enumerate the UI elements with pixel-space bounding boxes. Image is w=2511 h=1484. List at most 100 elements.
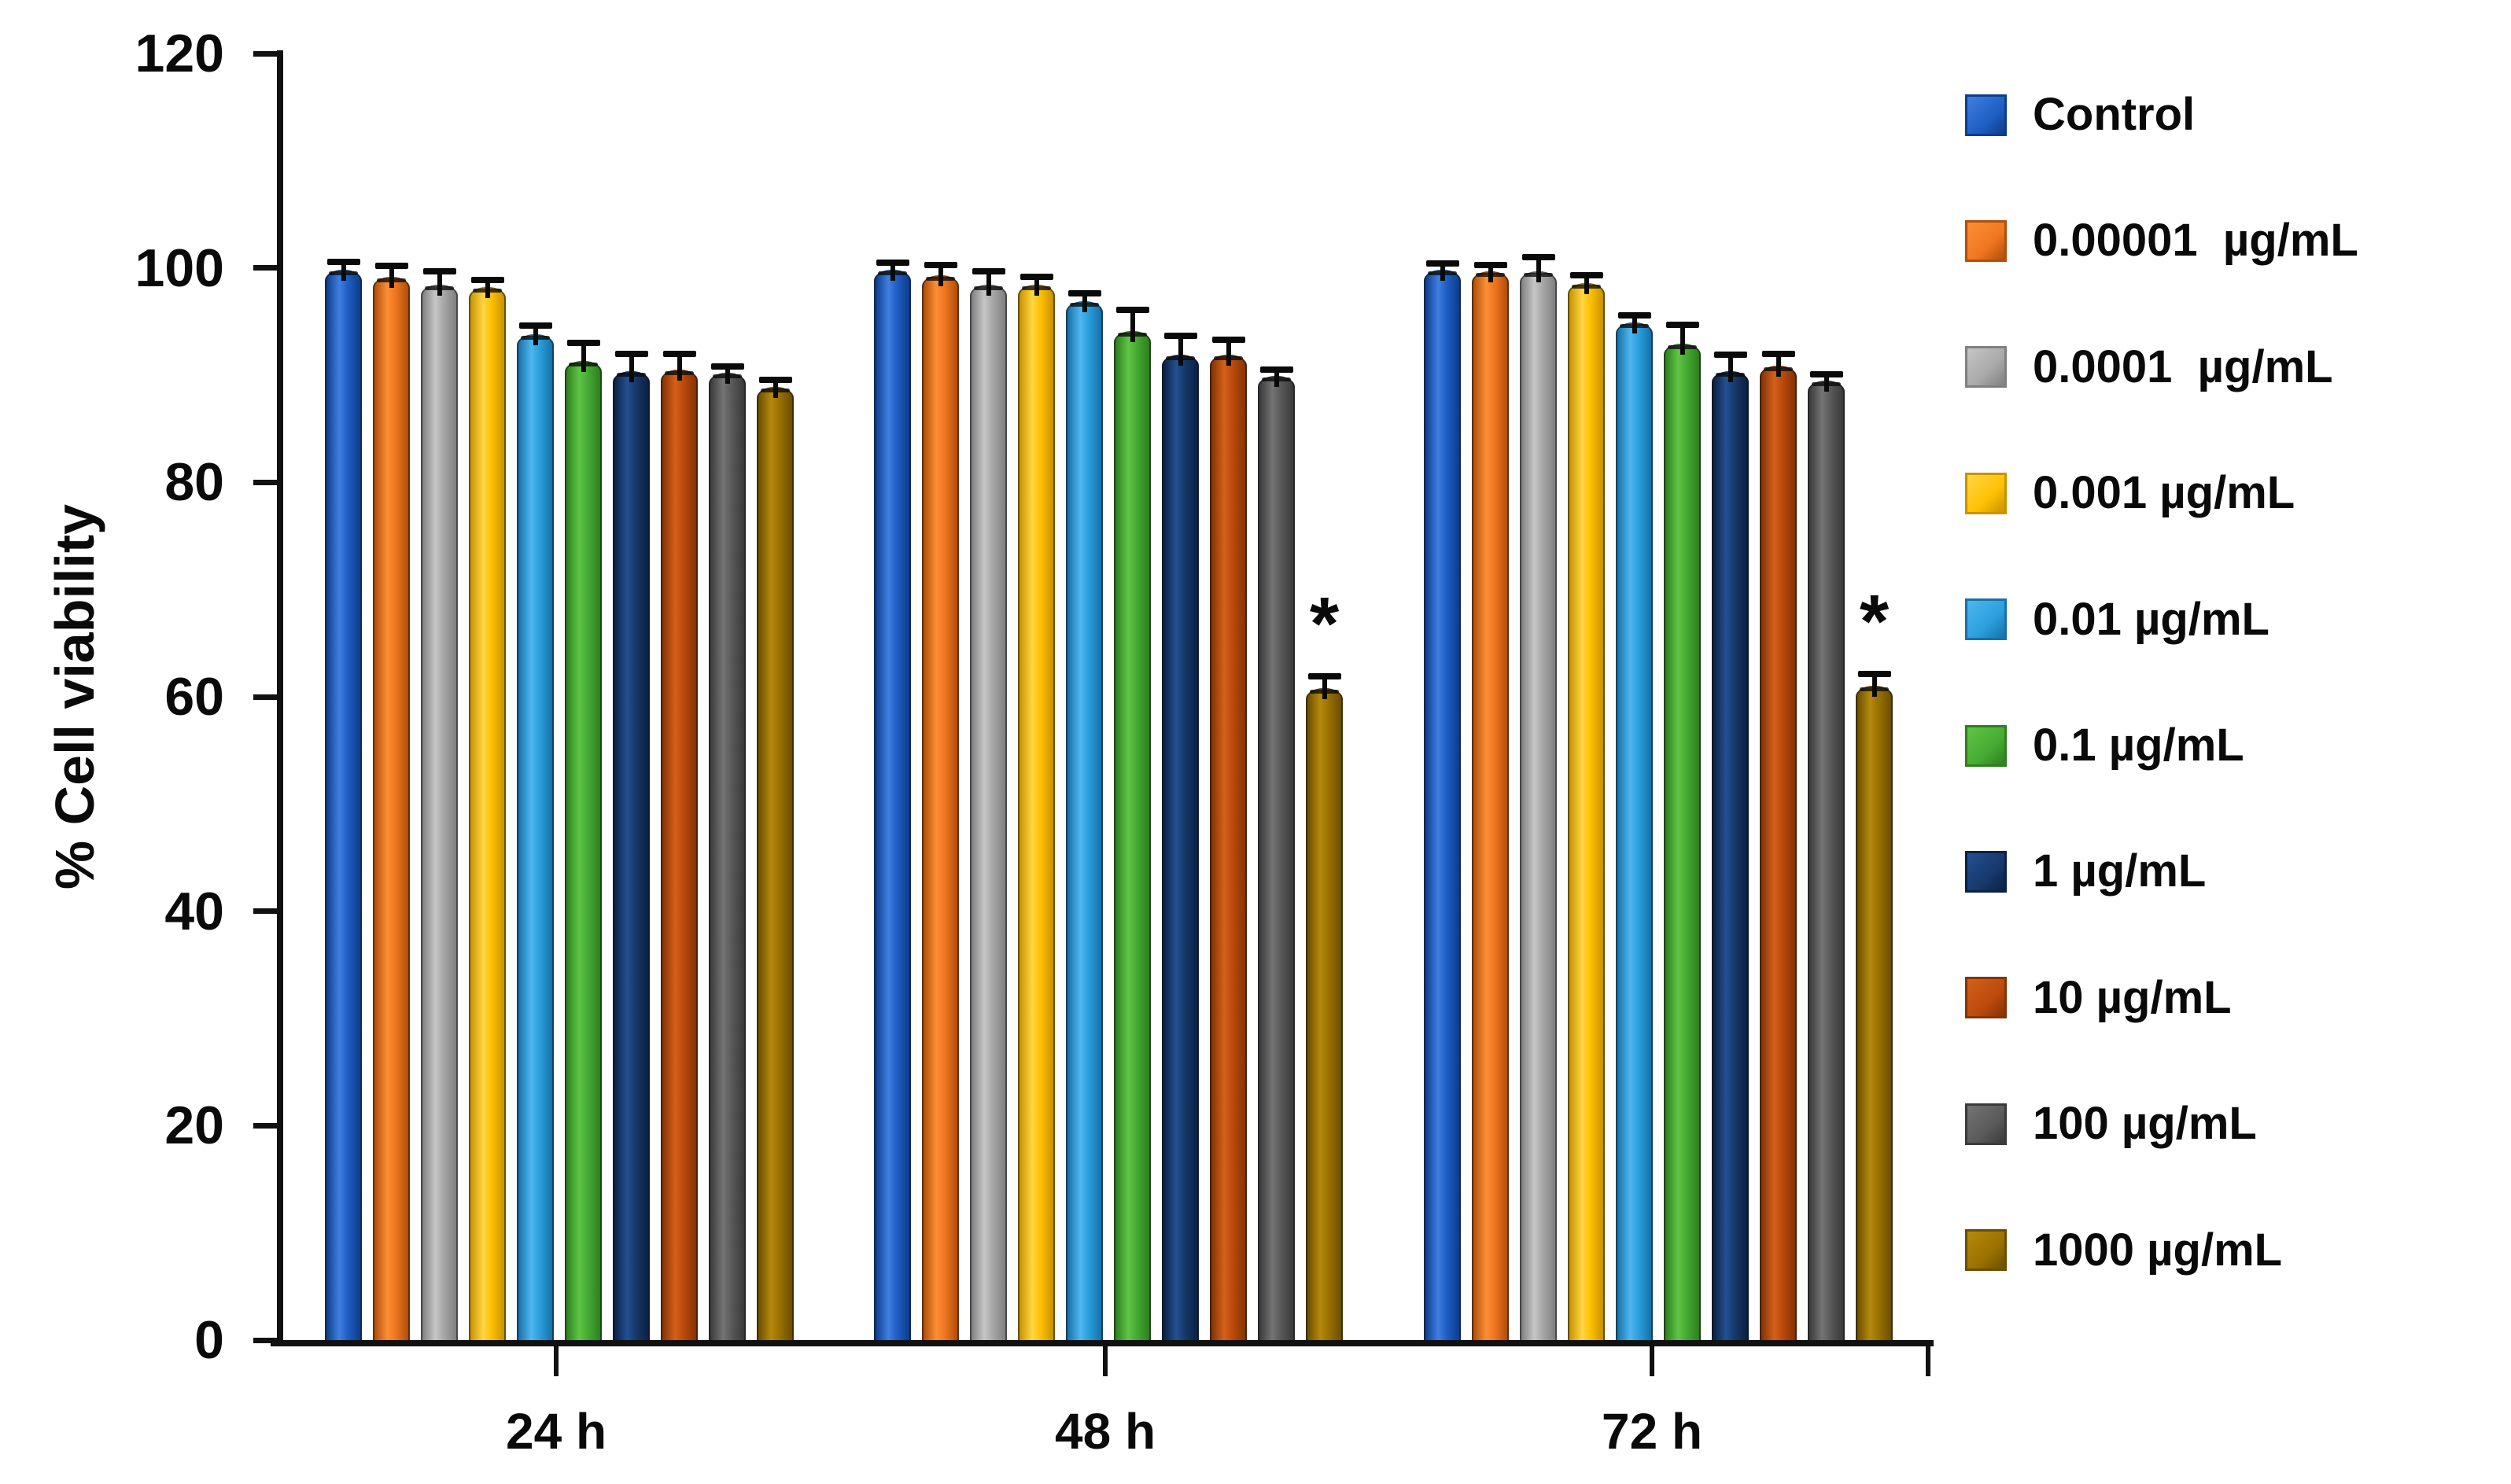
error-bar-stem <box>1536 260 1541 282</box>
legend-label: 0.00001 µg/mL <box>2033 215 2358 267</box>
legend-label: Control <box>2033 89 2196 140</box>
bar-0.001-g-mL-24h <box>469 287 506 1340</box>
bar-10-g-mL-24h <box>661 370 698 1340</box>
error-bar-stem <box>1775 356 1781 377</box>
legend-swatch <box>1965 94 2007 136</box>
bar-10-g-mL-72h <box>1760 365 1797 1340</box>
bar-1-g-mL-48h <box>1162 355 1199 1340</box>
legend-swatch <box>1965 850 2007 893</box>
significance-asterisk: * <box>1859 580 1890 665</box>
x-axis-line <box>271 1340 1934 1346</box>
y-axis-tick <box>253 908 277 915</box>
legend-label: 0.001 µg/mL <box>2033 467 2295 519</box>
y-axis-tick <box>253 694 277 700</box>
legend-label: 0.0001 µg/mL <box>2033 341 2333 392</box>
error-bar-stem <box>1130 312 1135 343</box>
bar-10-g-mL-48h <box>1210 355 1247 1340</box>
bar-1000-g-mL-24h <box>757 386 794 1340</box>
bar-0.001-g-mL-72h <box>1568 282 1605 1340</box>
error-bar-stem <box>1488 267 1493 282</box>
bar-0.00001-g-mL-72h <box>1472 271 1509 1340</box>
bar-0.01-g-mL-48h <box>1066 300 1103 1340</box>
error-bar-stem <box>938 267 943 287</box>
error-bar-stem <box>1178 338 1183 366</box>
error-bar-cap <box>518 322 552 330</box>
bar-0.001-g-mL-48h <box>1018 285 1055 1340</box>
error-bar-stem <box>533 329 538 346</box>
x-axis-category-label: 48 h <box>1054 1403 1156 1460</box>
bar-0.0001-g-mL-24h <box>421 285 458 1340</box>
error-bar-stem <box>1034 279 1039 296</box>
y-axis-tick <box>253 50 277 57</box>
error-bar-stem <box>1274 373 1279 388</box>
error-bar-stem <box>1727 358 1733 382</box>
legend-label: 0.01 µg/mL <box>2033 593 2269 645</box>
error-bar-cap <box>924 261 957 268</box>
error-bar-stem <box>629 356 634 382</box>
error-bar-cap <box>1211 337 1245 344</box>
y-axis-tick-label: 60 <box>164 667 224 727</box>
error-bar-stem <box>1871 677 1877 698</box>
error-bar-cap <box>710 363 744 370</box>
error-bar-cap <box>326 258 360 265</box>
legend-swatch <box>1965 472 2007 514</box>
legend-swatch <box>1965 1229 2007 1272</box>
y-axis-tick <box>253 1337 277 1343</box>
bar-0.0001-g-mL-48h <box>970 285 1007 1340</box>
error-bar-stem <box>437 274 442 296</box>
y-axis-tick <box>253 479 277 485</box>
legend-swatch <box>1965 1103 2007 1145</box>
bar-1-g-mL-72h <box>1712 370 1749 1340</box>
error-bar-stem <box>581 346 586 373</box>
y-axis-tick-label: 20 <box>164 1096 224 1156</box>
bar-100-g-mL-24h <box>709 373 746 1340</box>
error-bar-cap <box>422 267 456 274</box>
error-bar-cap <box>614 350 648 357</box>
error-bar-cap <box>1259 366 1293 374</box>
error-bar-cap <box>1115 306 1149 313</box>
legend-swatch <box>1965 724 2007 767</box>
legend-swatch <box>1965 219 2007 262</box>
error-bar-cap <box>1809 370 1843 377</box>
legend-label: 1 µg/mL <box>2033 845 2207 897</box>
legend-swatch <box>1965 346 2007 388</box>
error-bar-cap <box>1665 322 1699 329</box>
error-bar-cap <box>1163 332 1197 339</box>
x-axis-tick <box>554 1346 559 1376</box>
error-bar-stem <box>1440 267 1445 282</box>
bar-100-g-mL-72h <box>1808 380 1845 1340</box>
error-bar-cap <box>758 376 792 383</box>
y-axis-tick <box>253 265 277 271</box>
error-bar-stem <box>1082 296 1087 312</box>
y-axis-tick-label: 120 <box>135 24 224 83</box>
x-axis-tick <box>1926 1346 1930 1376</box>
error-bar-cap <box>1067 290 1101 297</box>
y-axis-tick-label: 80 <box>164 452 224 513</box>
x-axis-category-label: 24 h <box>505 1403 607 1460</box>
error-bar-stem <box>485 282 490 299</box>
error-bar-stem <box>890 265 895 282</box>
y-axis-tick-label: 100 <box>135 238 224 298</box>
bar-100-g-mL-48h <box>1258 376 1295 1340</box>
error-bar-stem <box>772 382 778 398</box>
bar-Control-48h <box>874 270 911 1340</box>
error-bar-cap <box>1857 671 1891 678</box>
legend-swatch <box>1965 977 2007 1019</box>
bar-0.00001-g-mL-48h <box>922 275 959 1340</box>
error-bar-stem <box>1823 377 1829 392</box>
bar-1000-g-mL-48h <box>1306 688 1343 1340</box>
bar-0.1-g-mL-24h <box>565 361 602 1340</box>
error-bar-cap <box>1761 350 1795 357</box>
bar-1000-g-mL-72h <box>1856 686 1893 1340</box>
significance-asterisk: * <box>1309 582 1340 667</box>
y-axis-line <box>277 50 283 1346</box>
error-bar-cap <box>876 259 909 266</box>
bar-0.1-g-mL-72h <box>1664 344 1701 1340</box>
x-axis-category-label: 72 h <box>1601 1403 1703 1460</box>
error-bar-stem <box>341 264 346 282</box>
bar-Control-24h <box>325 270 362 1340</box>
bar-0.01-g-mL-24h <box>517 334 554 1340</box>
error-bar-cap <box>374 263 408 270</box>
bar-Control-72h <box>1424 270 1461 1340</box>
